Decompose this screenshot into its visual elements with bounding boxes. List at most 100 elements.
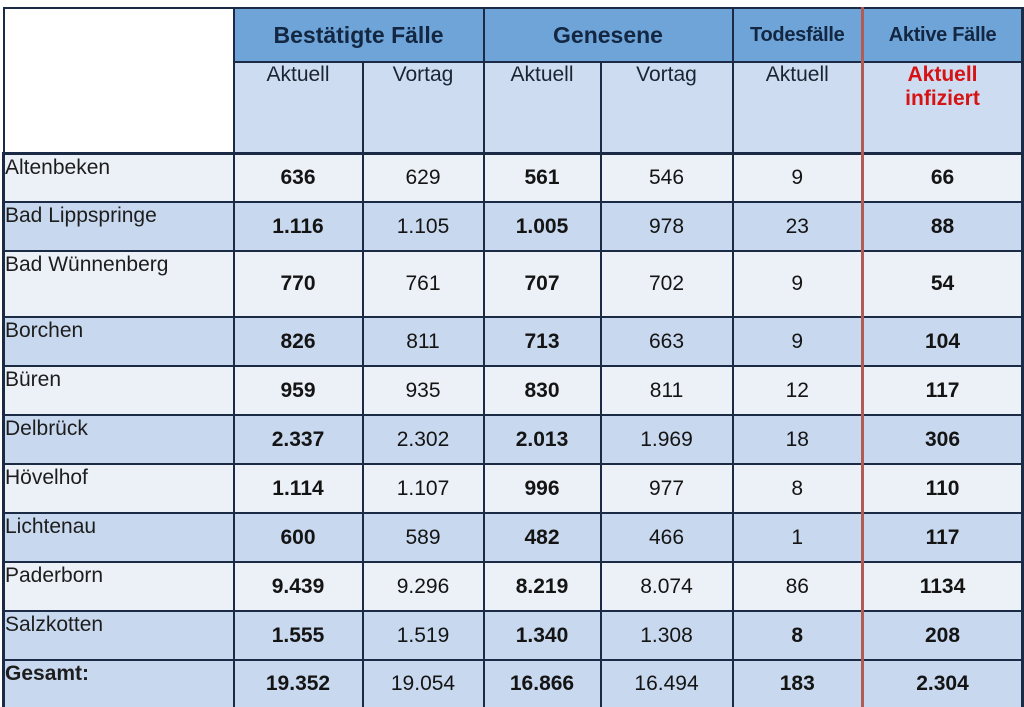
row-label: Bad Wünnenberg xyxy=(2,250,235,318)
column-group-bestaetigte-faelle: Bestätigte Fälle xyxy=(232,7,485,63)
table-row-bueren: Büren 959 935 830 811 12 117 xyxy=(2,365,1024,416)
column-group-aktive-faelle: Aktive Fälle xyxy=(861,7,1024,63)
cell-aktive-faelle: 117 xyxy=(861,512,1024,563)
cell-aktive-faelle: 104 xyxy=(861,316,1024,367)
cell-bestaetigte-vortag: 761 xyxy=(361,250,485,318)
cell-bestaetigte-aktuell: 9.439 xyxy=(232,561,364,612)
cell-genesene-vortag: 978 xyxy=(599,201,734,252)
cell-genesene-vortag: 466 xyxy=(599,512,734,563)
cell-genesene-aktuell: 830 xyxy=(482,365,602,416)
cell-todesfaelle: 9 xyxy=(731,151,864,203)
covid-stats-table: Bestätigte Fälle Genesene Todesfälle Akt… xyxy=(2,7,1024,707)
cell-bestaetigte-aktuell: 636 xyxy=(232,151,364,203)
cell-genesene-vortag: 546 xyxy=(599,151,734,203)
row-label: Salzkotten xyxy=(2,610,235,661)
group-header-row: Bestätigte Fälle Genesene Todesfälle Akt… xyxy=(2,7,1024,154)
cell-bestaetigte-aktuell: 19.352 xyxy=(232,659,364,707)
row-label: Hövelhof xyxy=(2,463,235,514)
cell-bestaetigte-aktuell: 1.116 xyxy=(232,201,364,252)
cell-genesene-vortag: 1.969 xyxy=(599,414,734,465)
row-label: Altenbeken xyxy=(2,151,235,203)
cell-bestaetigte-vortag: 935 xyxy=(361,365,485,416)
column-group-genesene: Genesene xyxy=(482,7,734,63)
cell-todesfaelle: 86 xyxy=(731,561,864,612)
cell-aktive-faelle: 54 xyxy=(861,250,1024,318)
cell-genesene-aktuell: 1.340 xyxy=(482,610,602,661)
cell-aktive-faelle: 306 xyxy=(861,414,1024,465)
cell-genesene-aktuell: 8.219 xyxy=(482,561,602,612)
cell-aktive-faelle: 2.304 xyxy=(861,659,1024,707)
row-label: Paderborn xyxy=(2,561,235,612)
table-row-bad-lippspringe: Bad Lippspringe 1.116 1.105 1.005 978 23… xyxy=(2,201,1024,252)
cell-todesfaelle: 9 xyxy=(731,250,864,318)
cell-aktive-faelle: 208 xyxy=(861,610,1024,661)
cell-todesfaelle: 8 xyxy=(731,610,864,661)
subheader-bestaetigte-vortag: Vortag xyxy=(361,61,485,154)
cell-aktive-faelle: 110 xyxy=(861,463,1024,514)
cell-genesene-vortag: 977 xyxy=(599,463,734,514)
cell-bestaetigte-vortag: 9.296 xyxy=(361,561,485,612)
cell-todesfaelle: 23 xyxy=(731,201,864,252)
table-row-lichtenau: Lichtenau 600 589 482 466 1 117 xyxy=(2,512,1024,563)
cell-genesene-aktuell: 1.005 xyxy=(482,201,602,252)
cell-genesene-vortag: 1.308 xyxy=(599,610,734,661)
cell-todesfaelle: 12 xyxy=(731,365,864,416)
cell-aktive-faelle: 1134 xyxy=(861,561,1024,612)
cell-bestaetigte-aktuell: 600 xyxy=(232,512,364,563)
table-row-altenbeken: Altenbeken 636 629 561 546 9 66 xyxy=(2,151,1024,203)
cell-bestaetigte-vortag: 19.054 xyxy=(361,659,485,707)
table-row-gesamt: Gesamt: 19.352 19.054 16.866 16.494 183 … xyxy=(2,659,1024,707)
sub-header-row: Aktuell Vortag Aktuell Vortag Aktuell Ak… xyxy=(4,61,1024,154)
table-row-salzkotten: Salzkotten 1.555 1.519 1.340 1.308 8 208 xyxy=(2,610,1024,661)
row-label: Lichtenau xyxy=(2,512,235,563)
cell-aktive-faelle: 88 xyxy=(861,201,1024,252)
table-row-paderborn: Paderborn 9.439 9.296 8.219 8.074 86 113… xyxy=(2,561,1024,612)
cell-bestaetigte-vortag: 629 xyxy=(361,151,485,203)
cell-genesene-vortag: 811 xyxy=(599,365,734,416)
cell-genesene-vortag: 663 xyxy=(599,316,734,367)
column-group-todesfaelle: Todesfälle xyxy=(731,7,864,63)
table-row-delbrueck: Delbrück 2.337 2.302 2.013 1.969 18 306 xyxy=(2,414,1024,465)
subheader-bestaetigte-aktuell: Aktuell xyxy=(232,61,364,154)
cell-bestaetigte-aktuell: 1.114 xyxy=(232,463,364,514)
cell-genesene-aktuell: 16.866 xyxy=(482,659,602,707)
cell-bestaetigte-vortag: 1.105 xyxy=(361,201,485,252)
row-label: Delbrück xyxy=(2,414,235,465)
table-row-bad-wuennenberg: Bad Wünnenberg 770 761 707 702 9 54 xyxy=(2,250,1024,318)
row-label: Büren xyxy=(2,365,235,416)
cell-genesene-vortag: 702 xyxy=(599,250,734,318)
cell-todesfaelle: 18 xyxy=(731,414,864,465)
subheader-genesene-aktuell: Aktuell xyxy=(482,61,602,154)
cell-todesfaelle: 183 xyxy=(731,659,864,707)
cell-genesene-vortag: 16.494 xyxy=(599,659,734,707)
cell-bestaetigte-vortag: 1.519 xyxy=(361,610,485,661)
cell-bestaetigte-vortag: 811 xyxy=(361,316,485,367)
cell-todesfaelle: 9 xyxy=(731,316,864,367)
aktuell-infiziert-label: Aktuell infiziert xyxy=(905,63,980,111)
cell-todesfaelle: 1 xyxy=(731,512,864,563)
subheader-genesene-vortag: Vortag xyxy=(599,61,734,154)
cell-bestaetigte-vortag: 589 xyxy=(361,512,485,563)
cell-bestaetigte-aktuell: 959 xyxy=(232,365,364,416)
cell-genesene-aktuell: 713 xyxy=(482,316,602,367)
cell-genesene-aktuell: 2.013 xyxy=(482,414,602,465)
cell-aktive-faelle: 66 xyxy=(861,151,1024,203)
cell-bestaetigte-vortag: 2.302 xyxy=(361,414,485,465)
cell-genesene-aktuell: 482 xyxy=(482,512,602,563)
row-label: Bad Lippspringe xyxy=(2,201,235,252)
cell-genesene-vortag: 8.074 xyxy=(599,561,734,612)
cell-bestaetigte-aktuell: 1.555 xyxy=(232,610,364,661)
cell-todesfaelle: 8 xyxy=(731,463,864,514)
subheader-aktive-aktuell-infiziert: Aktuell infiziert xyxy=(861,61,1024,154)
corner-spacer xyxy=(2,7,235,154)
cell-bestaetigte-vortag: 1.107 xyxy=(361,463,485,514)
cell-genesene-aktuell: 996 xyxy=(482,463,602,514)
table-body: Altenbeken 636 629 561 546 9 66 Bad Lipp… xyxy=(2,151,1024,707)
table-header: Bestätigte Fälle Genesene Todesfälle Akt… xyxy=(2,7,1024,154)
table-row-hoevelhof: Hövelhof 1.114 1.107 996 977 8 110 xyxy=(2,463,1024,514)
table-row-borchen: Borchen 826 811 713 663 9 104 xyxy=(2,316,1024,367)
subheader-todesfaelle-aktuell: Aktuell xyxy=(731,61,864,154)
cell-genesene-aktuell: 561 xyxy=(482,151,602,203)
row-label: Borchen xyxy=(2,316,235,367)
